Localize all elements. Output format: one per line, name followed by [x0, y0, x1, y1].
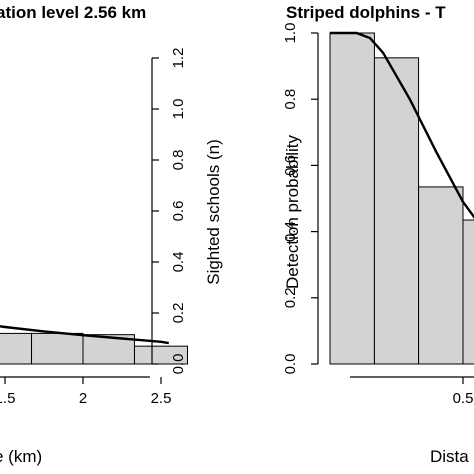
right-y-axis-label: Detection probability [283, 134, 302, 289]
left-x-axis-label: e (km) [0, 447, 42, 466]
left-bar-2 [0, 332, 33, 365]
right-y-tick-label-4: 0.8 [282, 89, 299, 110]
left-x-ticks: 1.5 2 2.5 [0, 377, 171, 407]
left-y-tick-label-4: 0.8 [170, 150, 187, 171]
left-chart: ation level 2.56 km 1.5 2 2.5 0.0 0.2 0.4 0.6… [0, 3, 223, 466]
right-y-tick-label-5: 1.0 [282, 23, 299, 44]
left-y-tick-label-6: 1.2 [170, 48, 187, 69]
left-x-tick-label-1: 2 [79, 390, 87, 407]
left-x-tick-label-2: 2.5 [151, 390, 172, 407]
left-y-tick-label-2: 0.4 [170, 252, 187, 273]
left-y-ticks: 0.0 0.2 0.4 0.6 0.8 1.0 1.2 [152, 48, 187, 375]
right-bar-1 [373, 57, 420, 365]
right-y-tick-label-2: 0.4 [282, 221, 299, 242]
left-bar-5 [133, 345, 189, 365]
right-bar-0 [329, 32, 375, 365]
right-y-ticks: 0.0 0.2 0.4 0.6 0.8 1.0 [282, 23, 318, 375]
left-bar-3 [31, 332, 84, 365]
left-y-tick-label-0: 0.0 [170, 354, 187, 375]
right-fitted-curve [330, 31, 474, 219]
right-y-tick-label-0: 0.0 [282, 354, 299, 375]
right-x-ticks: 0.51 [453, 377, 474, 407]
left-y-axis-label: Sighted schools (n) [204, 139, 223, 285]
left-y-tick-label-3: 0.6 [170, 201, 187, 222]
left-y-tick-label-1: 0.2 [170, 303, 187, 324]
left-y-tick-label-5: 1.0 [170, 99, 187, 120]
right-bar-2 [418, 186, 464, 365]
right-bars [329, 32, 474, 365]
right-bar-3 [462, 219, 474, 365]
right-x-tick-label-0: 0.5 [453, 390, 474, 407]
left-fitted-curve [0, 325, 169, 345]
right-y-tick-label-3: 0.6 [282, 155, 299, 176]
left-x-tick-label-0: 1.5 [0, 390, 15, 407]
left-chart-title: ation level 2.56 km [0, 3, 146, 22]
right-chart: Striped dolphins - T 0.51 0.00.20.40.60.… [282, 3, 474, 466]
left-bars [0, 332, 189, 365]
right-y-tick-label-1: 0.2 [282, 287, 299, 308]
right-x-axis-label: Dista [430, 447, 469, 466]
right-chart-title: Striped dolphins - T [286, 3, 446, 22]
